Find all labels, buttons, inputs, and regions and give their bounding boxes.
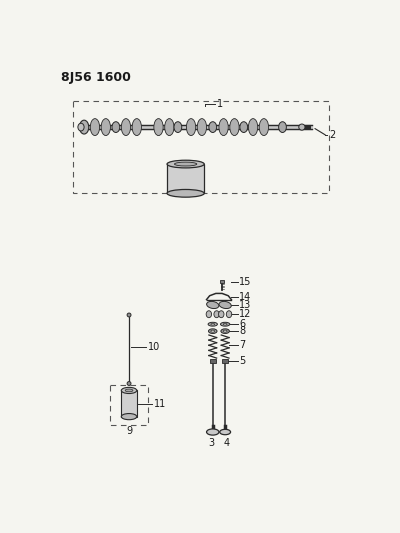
Text: 2: 2 bbox=[329, 130, 335, 140]
Ellipse shape bbox=[279, 122, 286, 133]
Ellipse shape bbox=[165, 119, 174, 135]
Ellipse shape bbox=[127, 313, 131, 317]
Ellipse shape bbox=[112, 122, 120, 133]
Text: 8J56 1600: 8J56 1600 bbox=[61, 71, 131, 84]
Ellipse shape bbox=[207, 301, 219, 309]
Ellipse shape bbox=[219, 119, 228, 135]
Ellipse shape bbox=[211, 330, 215, 332]
Ellipse shape bbox=[221, 329, 230, 334]
Ellipse shape bbox=[223, 330, 227, 332]
Ellipse shape bbox=[121, 387, 137, 393]
Ellipse shape bbox=[127, 382, 131, 385]
Text: 3: 3 bbox=[208, 438, 214, 448]
Text: 7: 7 bbox=[239, 340, 245, 350]
Ellipse shape bbox=[154, 119, 163, 135]
Ellipse shape bbox=[208, 322, 218, 326]
Ellipse shape bbox=[220, 429, 230, 435]
Text: 1: 1 bbox=[217, 99, 223, 109]
Ellipse shape bbox=[259, 119, 268, 135]
Text: 14: 14 bbox=[239, 292, 251, 302]
Bar bbox=[210, 359, 216, 364]
Bar bbox=[167, 164, 204, 193]
Ellipse shape bbox=[218, 311, 224, 318]
Bar bbox=[220, 280, 224, 284]
Ellipse shape bbox=[223, 324, 227, 325]
Text: 4: 4 bbox=[224, 438, 230, 448]
Ellipse shape bbox=[78, 123, 84, 131]
Bar bbox=[73, 101, 329, 193]
Ellipse shape bbox=[90, 119, 100, 135]
Ellipse shape bbox=[121, 119, 130, 135]
Ellipse shape bbox=[230, 119, 239, 135]
Text: 8: 8 bbox=[239, 326, 245, 336]
Ellipse shape bbox=[174, 122, 182, 133]
Ellipse shape bbox=[214, 311, 219, 318]
Text: 12: 12 bbox=[239, 309, 252, 319]
Ellipse shape bbox=[174, 162, 197, 166]
Ellipse shape bbox=[219, 301, 231, 309]
Text: 9: 9 bbox=[126, 426, 132, 436]
Text: 13: 13 bbox=[239, 300, 251, 310]
Ellipse shape bbox=[211, 324, 215, 325]
Ellipse shape bbox=[167, 189, 204, 197]
Text: 10: 10 bbox=[148, 342, 160, 352]
Ellipse shape bbox=[299, 124, 305, 130]
Ellipse shape bbox=[208, 329, 217, 334]
Ellipse shape bbox=[206, 429, 219, 435]
Text: 6: 6 bbox=[239, 319, 245, 329]
Bar bbox=[110, 385, 148, 425]
Text: 5: 5 bbox=[239, 356, 245, 366]
Ellipse shape bbox=[121, 414, 137, 419]
Bar bbox=[222, 359, 228, 364]
Ellipse shape bbox=[240, 122, 248, 133]
Text: 15: 15 bbox=[239, 277, 252, 287]
Ellipse shape bbox=[209, 122, 217, 133]
Ellipse shape bbox=[197, 119, 206, 135]
Ellipse shape bbox=[186, 119, 196, 135]
Ellipse shape bbox=[206, 311, 212, 318]
Ellipse shape bbox=[167, 160, 204, 168]
Ellipse shape bbox=[125, 389, 133, 392]
Ellipse shape bbox=[248, 119, 258, 135]
Text: 11: 11 bbox=[154, 399, 166, 408]
Ellipse shape bbox=[226, 311, 232, 318]
Ellipse shape bbox=[101, 119, 110, 135]
Ellipse shape bbox=[80, 120, 89, 134]
Ellipse shape bbox=[220, 322, 230, 326]
Bar bbox=[121, 391, 137, 417]
Ellipse shape bbox=[132, 119, 142, 135]
